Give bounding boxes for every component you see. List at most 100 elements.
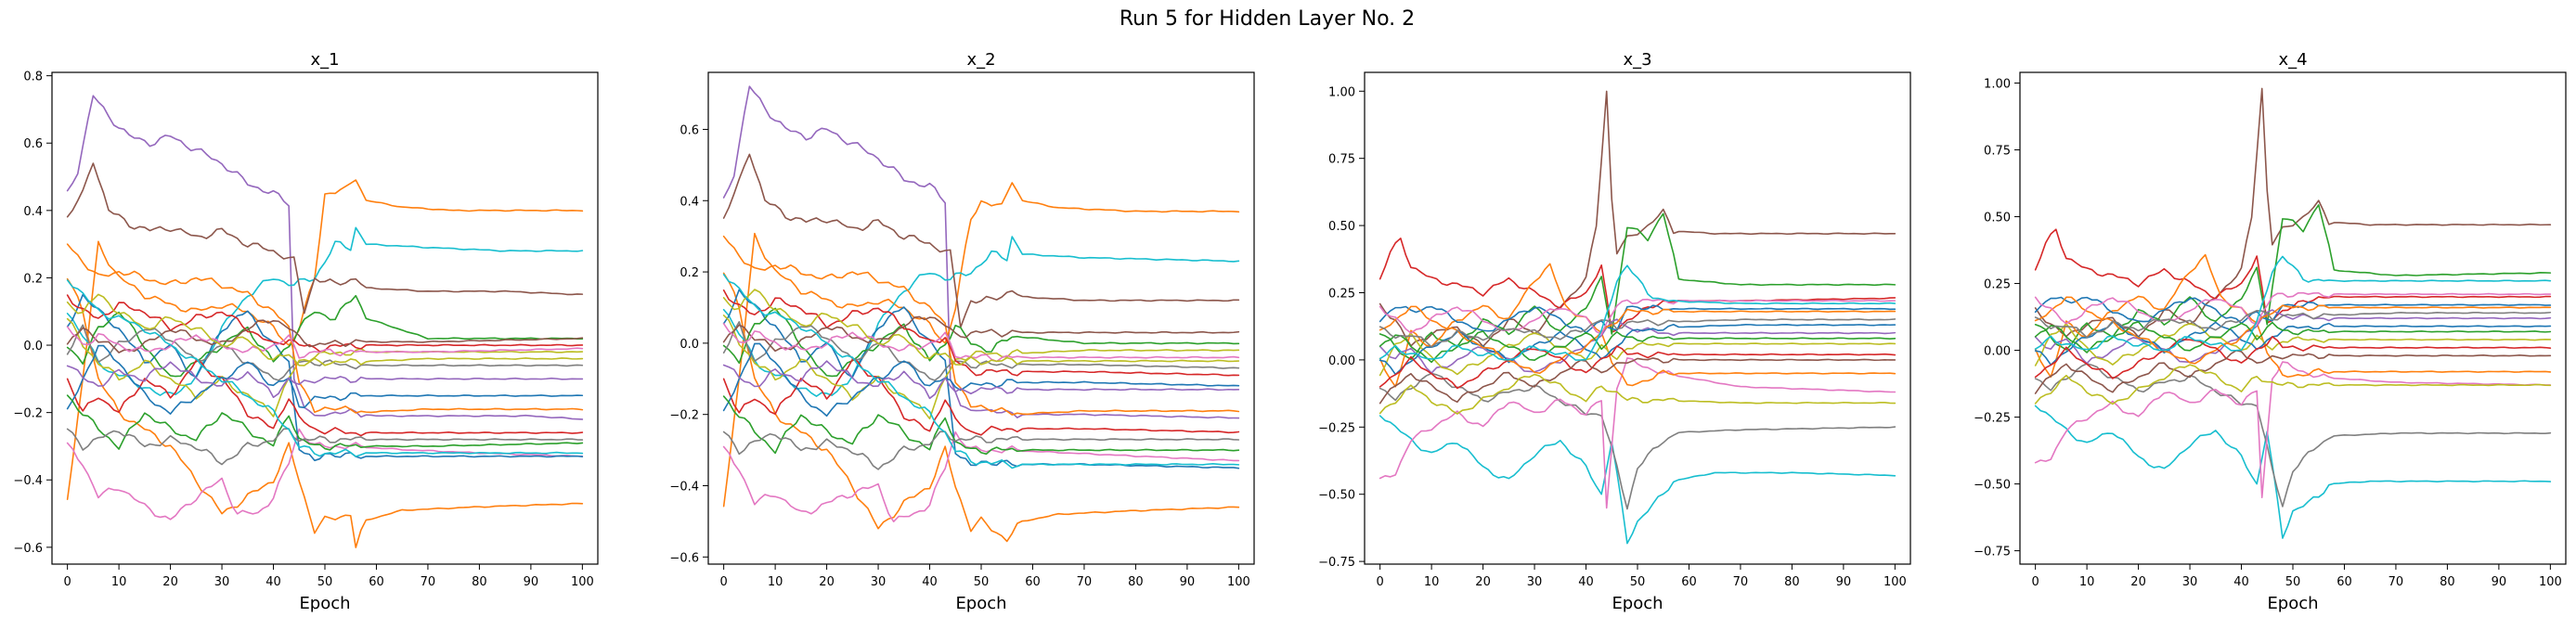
series-line bbox=[66, 179, 584, 500]
series-line bbox=[722, 307, 1240, 378]
x-tick-label: 80 bbox=[1784, 575, 1800, 589]
x-tick-label: 70 bbox=[1733, 575, 1749, 589]
series-line bbox=[66, 293, 584, 366]
subplot-title: x_2 bbox=[966, 50, 995, 70]
x-tick-label: 10 bbox=[768, 575, 783, 589]
series-line bbox=[66, 344, 584, 415]
series-line bbox=[2034, 87, 2552, 338]
series-line bbox=[1379, 318, 1896, 374]
series-line bbox=[2034, 253, 2552, 379]
x-tick-label: 40 bbox=[2233, 575, 2249, 589]
series-line bbox=[722, 342, 1240, 418]
series-line bbox=[2034, 364, 2552, 405]
series-line bbox=[722, 358, 1240, 436]
x-tick-label: 30 bbox=[871, 575, 887, 589]
series-line bbox=[1379, 238, 1896, 333]
y-tick-label: 0.75 bbox=[1328, 153, 1355, 167]
y-tick-label: −0.75 bbox=[1974, 546, 2011, 559]
x-tick-label: 100 bbox=[2539, 575, 2562, 589]
subplot-title: x_4 bbox=[2278, 50, 2307, 70]
y-tick-label: 0.4 bbox=[23, 205, 43, 219]
series-line bbox=[722, 323, 1240, 363]
series-line bbox=[1379, 212, 1896, 361]
y-tick-label: −0.2 bbox=[669, 409, 699, 423]
x-axis-label: Epoch bbox=[1612, 594, 1663, 613]
x-tick-label: 0 bbox=[1377, 575, 1384, 589]
series-line bbox=[66, 319, 584, 353]
x-tick-label: 20 bbox=[1475, 575, 1491, 589]
x-axis-label: Epoch bbox=[955, 594, 1006, 613]
x-tick-label: 0 bbox=[2032, 575, 2039, 589]
y-tick-label: 0.0 bbox=[680, 338, 699, 352]
series-line bbox=[2034, 296, 2552, 365]
y-tick-label: 1.00 bbox=[1984, 78, 2011, 92]
series-line bbox=[2034, 309, 2552, 365]
x-tick-label: 60 bbox=[2337, 575, 2352, 589]
subplot-title: x_1 bbox=[310, 50, 339, 70]
y-tick-label: 0.25 bbox=[1328, 287, 1355, 301]
x-tick-label: 0 bbox=[720, 575, 728, 589]
x-tick-label: 70 bbox=[1077, 575, 1093, 589]
y-tick-label: 0.4 bbox=[680, 195, 699, 209]
x-tick-label: 100 bbox=[1883, 575, 1907, 589]
series-line bbox=[722, 360, 1240, 400]
y-tick-label: −0.6 bbox=[669, 551, 699, 565]
y-tick-label: −0.4 bbox=[13, 474, 43, 488]
series-line bbox=[66, 428, 584, 466]
series-line bbox=[722, 235, 1240, 416]
series-line bbox=[1379, 264, 1896, 361]
y-tick-label: 0.2 bbox=[23, 272, 43, 286]
series-line bbox=[66, 279, 584, 457]
series-line bbox=[66, 277, 584, 548]
series-line bbox=[66, 394, 584, 451]
y-tick-label: 0.50 bbox=[1328, 220, 1355, 234]
series-line bbox=[722, 182, 1240, 508]
x-tick-label: 30 bbox=[1527, 575, 1543, 589]
series-line bbox=[1379, 415, 1896, 545]
subplot-title: x_3 bbox=[1623, 50, 1651, 70]
series-line bbox=[1379, 323, 1896, 376]
x-tick-label: 60 bbox=[1025, 575, 1041, 589]
series-line bbox=[66, 226, 584, 396]
x-tick-label: 80 bbox=[472, 575, 487, 589]
series-line bbox=[2034, 363, 2552, 508]
figure-title: Run 5 for Hidden Layer No. 2 bbox=[1120, 7, 1415, 31]
series-line bbox=[722, 431, 1240, 470]
x-tick-label: 50 bbox=[2285, 575, 2301, 589]
series-line bbox=[2034, 255, 2552, 352]
subplot-2: 0 10 20 30 40 50 60 70 80 90 100 −0.6 −0.4 −0.2 0.0 0.2… bbox=[669, 50, 1255, 613]
x-axis-label: Epoch bbox=[299, 594, 350, 613]
y-tick-label: 0.50 bbox=[1984, 212, 2011, 225]
series-line bbox=[1379, 372, 1896, 510]
x-tick-label: 40 bbox=[265, 575, 281, 589]
series-line bbox=[1379, 298, 1896, 335]
y-tick-label: 0.00 bbox=[1984, 345, 2011, 359]
series-line bbox=[1379, 90, 1896, 348]
x-tick-label: 90 bbox=[1180, 575, 1196, 589]
series-line bbox=[2034, 296, 2552, 325]
series-line bbox=[722, 431, 1240, 522]
y-tick-label: 0.6 bbox=[680, 123, 699, 137]
series-line bbox=[66, 95, 584, 420]
x-tick-label: 10 bbox=[1424, 575, 1440, 589]
series-line bbox=[2034, 405, 2552, 539]
x-tick-label: 60 bbox=[1681, 575, 1697, 589]
series-line bbox=[722, 395, 1240, 456]
series-line bbox=[2034, 204, 2552, 351]
series-line bbox=[1379, 357, 1896, 509]
series-line bbox=[2034, 336, 2552, 379]
y-tick-label: −0.4 bbox=[669, 481, 699, 495]
y-tick-label: −0.75 bbox=[1318, 556, 1355, 570]
axes-frame bbox=[51, 71, 599, 565]
x-tick-label: 60 bbox=[369, 575, 384, 589]
series-line bbox=[66, 162, 584, 315]
series-line bbox=[722, 274, 1240, 469]
series-group bbox=[2034, 87, 2552, 539]
x-tick-label: 80 bbox=[2440, 575, 2455, 589]
x-tick-label: 70 bbox=[421, 575, 436, 589]
series-line bbox=[722, 85, 1240, 419]
y-tick-label: −0.50 bbox=[1318, 489, 1355, 503]
series-line bbox=[722, 321, 1240, 381]
y-tick-label: −0.25 bbox=[1318, 421, 1355, 435]
x-tick-label: 90 bbox=[2492, 575, 2507, 589]
